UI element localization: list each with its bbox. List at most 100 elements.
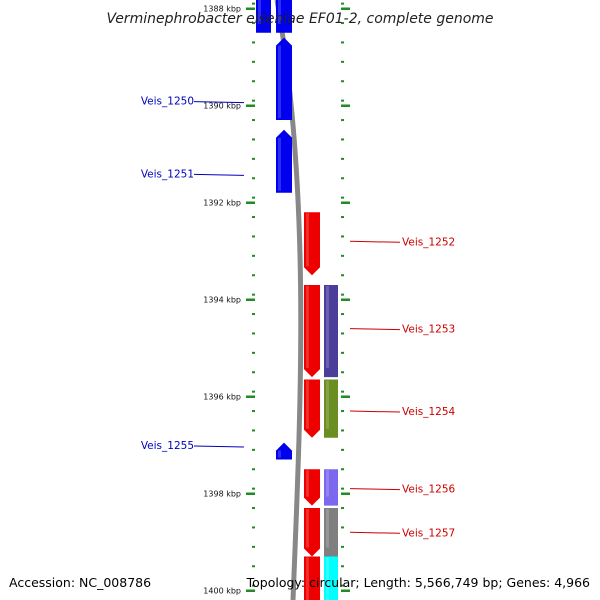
minor-tick-left	[252, 216, 255, 219]
minor-tick-right	[341, 313, 344, 316]
minor-tick-left	[252, 196, 255, 199]
minor-tick-left	[252, 448, 255, 451]
minor-tick-left	[252, 410, 255, 413]
minor-tick-right	[341, 177, 344, 180]
gene-leader-line	[349, 410, 401, 413]
minor-tick-right	[341, 157, 344, 160]
minor-tick-right	[341, 390, 344, 393]
major-tick-left	[246, 298, 255, 301]
gene-feature-highlight	[306, 380, 309, 429]
minor-tick-left	[252, 584, 255, 587]
minor-tick-left	[252, 565, 255, 568]
gene-feature-highlight	[326, 470, 329, 497]
minor-tick-right	[341, 60, 344, 63]
gene-feature	[276, 442, 292, 460]
gene-feature-highlight	[258, 0, 261, 24]
map-title: Verminephrobacter eiseniae EF01-2, compl…	[106, 11, 493, 27]
kbp-tick-label: 1390 kbp	[203, 102, 241, 111]
minor-tick-left	[252, 274, 255, 277]
minor-tick-left	[252, 41, 255, 44]
minor-tick-left	[252, 526, 255, 529]
minor-tick-right	[341, 99, 344, 102]
gene-feature-highlight	[326, 509, 329, 548]
gene-feature	[304, 284, 320, 378]
gene-label: Veis_1250	[141, 96, 194, 108]
gene-feature-highlight	[326, 380, 329, 429]
gene-leader-line	[193, 101, 245, 104]
gene-feature-highlight	[306, 470, 309, 497]
minor-tick-left	[252, 177, 255, 180]
gene-leader-line	[193, 173, 245, 176]
kbp-tick-label: 1388 kbp	[203, 5, 241, 14]
major-tick-right	[341, 395, 350, 398]
minor-tick-right	[341, 119, 344, 122]
minor-tick-left	[252, 293, 255, 296]
minor-tick-right	[341, 448, 344, 451]
gene-feature	[304, 469, 320, 506]
minor-tick-right	[341, 507, 344, 510]
minor-tick-left	[252, 254, 255, 257]
minor-tick-right	[341, 526, 344, 529]
gene-leader-line	[349, 488, 401, 491]
minor-tick-right	[341, 487, 344, 490]
left-tick-marks	[252, 2, 255, 587]
gene-leader-line	[193, 445, 245, 448]
minor-tick-right	[341, 274, 344, 277]
kbp-tick-label: 1398 kbp	[203, 490, 241, 499]
minor-tick-right	[341, 410, 344, 413]
minor-tick-left	[252, 468, 255, 471]
major-tick-left	[246, 201, 255, 204]
gene-leader-line	[349, 531, 401, 534]
minor-tick-right	[341, 371, 344, 374]
major-tick-right	[341, 201, 350, 204]
minor-tick-right	[341, 468, 344, 471]
minor-tick-right	[341, 196, 344, 199]
minor-tick-left	[252, 80, 255, 83]
major-tick-left	[246, 492, 255, 495]
gene-feature-highlight	[326, 285, 329, 369]
minor-tick-right	[341, 332, 344, 335]
minor-tick-left	[252, 235, 255, 238]
minor-tick-left	[252, 99, 255, 102]
major-tick-right	[341, 104, 350, 107]
minor-tick-right	[341, 22, 344, 25]
major-tick-right	[341, 492, 350, 495]
minor-tick-left	[252, 2, 255, 5]
minor-tick-left	[252, 60, 255, 63]
gene-feature	[256, 0, 271, 33]
minor-tick-right	[341, 216, 344, 219]
minor-tick-left	[252, 545, 255, 548]
major-tick-left	[246, 395, 255, 398]
gene-features	[256, 0, 338, 600]
gene-feature	[276, 37, 292, 121]
minor-tick-left	[252, 429, 255, 432]
major-tick-right	[341, 7, 350, 10]
minor-tick-left	[252, 507, 255, 510]
kbp-tick-label: 1394 kbp	[203, 296, 241, 305]
minor-tick-left	[252, 157, 255, 160]
minor-tick-right	[341, 80, 344, 83]
gene-feature-highlight	[278, 0, 281, 24]
gene-label: Veis_1252	[402, 236, 455, 248]
minor-tick-right	[341, 545, 344, 548]
minor-tick-left	[252, 487, 255, 490]
minor-tick-right	[341, 41, 344, 44]
gene-label: Veis_1255	[141, 440, 194, 452]
kbp-scale: 1388 kbp 1390 kbp 1392 kbp 1394 kbp 1396 kbp…	[203, 5, 350, 596]
minor-tick-right	[341, 565, 344, 568]
minor-tick-left	[252, 371, 255, 374]
minor-tick-right	[341, 351, 344, 354]
minor-tick-right	[341, 138, 344, 141]
gene-feature-highlight	[278, 45, 281, 119]
kbp-tick-label: 1396 kbp	[203, 393, 241, 402]
gene-label: Veis_1251	[141, 168, 194, 180]
gene-feature-highlight	[306, 285, 309, 369]
gene-feature-highlight	[306, 213, 309, 267]
minor-tick-right	[341, 584, 344, 587]
accession-text: Accession: NC_008786	[9, 575, 151, 590]
minor-tick-left	[252, 138, 255, 141]
gene-feature	[276, 0, 292, 33]
gene-feature	[304, 556, 320, 600]
gene-labels: Veis_1250 Veis_1251 Veis_1252 Veis_1253 Veis…	[141, 96, 456, 540]
gene-feature	[304, 379, 320, 438]
